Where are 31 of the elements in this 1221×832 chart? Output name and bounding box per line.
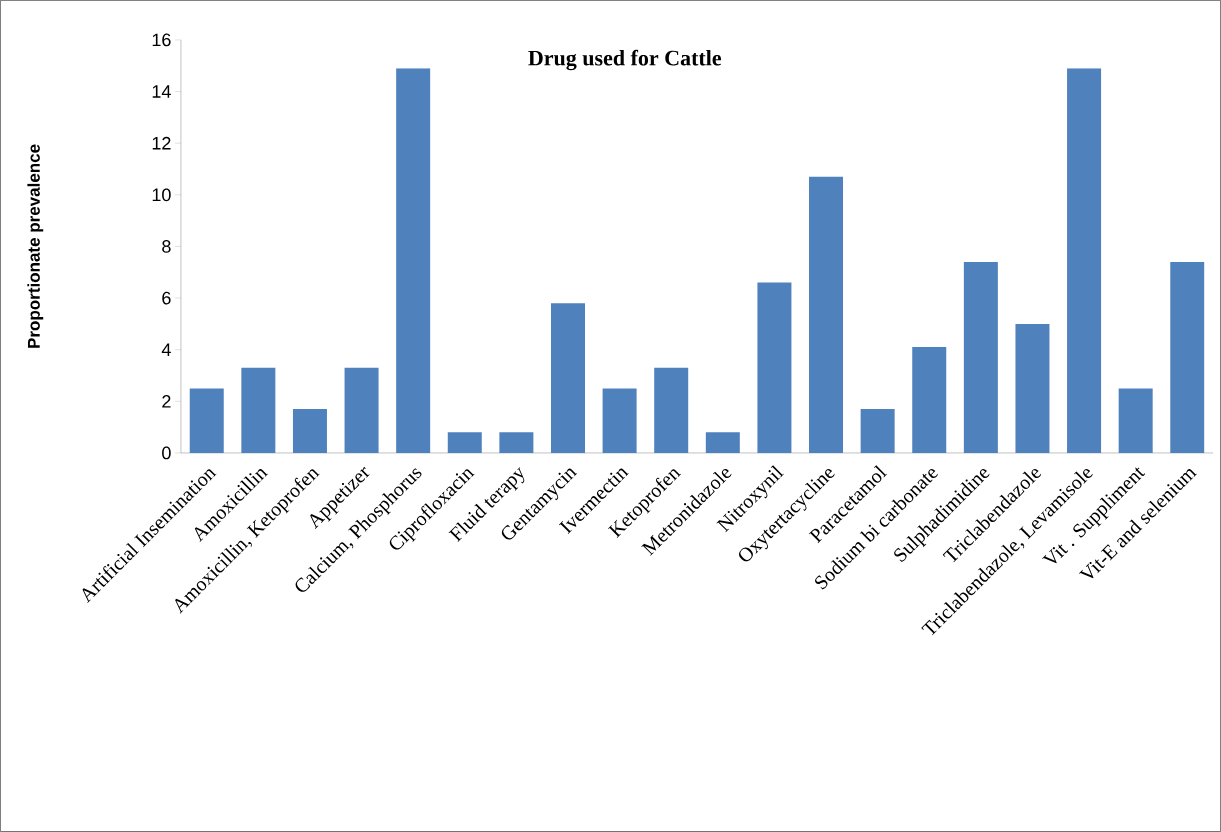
bar: [292, 409, 327, 453]
y-tick-label: 4: [161, 343, 171, 356]
y-tick-label: 8: [162, 240, 171, 253]
y-tick-label: 0: [162, 446, 171, 460]
bar: [499, 432, 534, 453]
bar: [809, 176, 844, 453]
bar: [189, 388, 224, 453]
bar: [1170, 261, 1205, 453]
bar: [344, 367, 379, 453]
y-tick-label: 2: [162, 395, 171, 408]
y-tick-label: 6: [162, 291, 171, 305]
bar: [860, 409, 895, 453]
y-axis-title: Proportionate prevalence: [27, 144, 44, 348]
y-tick-label: 16: [152, 33, 171, 47]
bar: [241, 367, 276, 453]
bar: [1118, 388, 1153, 453]
bar: [757, 282, 792, 453]
y-tick-label: 12: [152, 136, 171, 150]
bar: [912, 347, 947, 453]
y-tick-label: 10: [152, 188, 171, 202]
bar: [705, 432, 740, 453]
bar: [654, 367, 689, 453]
bar: [963, 261, 998, 453]
bar: [550, 303, 585, 453]
bar: [1067, 68, 1102, 453]
bar: [447, 432, 482, 453]
bar: [1015, 323, 1050, 453]
bar: [396, 68, 431, 453]
bar: [602, 388, 637, 453]
y-tick-label: 14: [152, 85, 171, 98]
chart-title: Drug used for Cattle: [528, 49, 722, 71]
